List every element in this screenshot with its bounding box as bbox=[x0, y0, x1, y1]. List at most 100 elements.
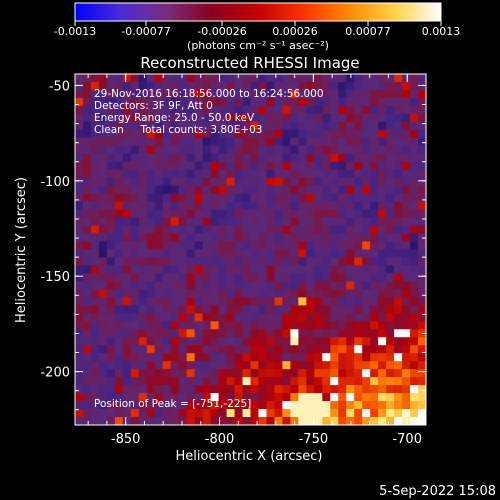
heatmap-cell bbox=[330, 345, 339, 354]
heatmap-cell bbox=[82, 353, 92, 362]
heatmap-cell bbox=[90, 153, 100, 163]
heatmap-cell bbox=[178, 137, 188, 147]
heatmap-cell bbox=[290, 225, 299, 234]
heatmap-cell bbox=[75, 225, 84, 234]
peak-position-label: Position of Peak = [-751,-225] bbox=[94, 398, 251, 410]
heatmap-cell bbox=[378, 313, 387, 322]
heatmap-cell bbox=[194, 145, 204, 155]
heatmap-cell bbox=[370, 185, 379, 195]
heatmap-cell bbox=[354, 137, 363, 147]
heatmap-cell bbox=[146, 129, 156, 139]
heatmap-cell bbox=[418, 161, 426, 171]
heatmap-cell bbox=[130, 313, 140, 322]
heatmap-cell bbox=[98, 257, 108, 266]
heatmap-cell bbox=[354, 81, 363, 91]
heatmap-cell bbox=[226, 129, 235, 139]
heatmap-cell bbox=[282, 401, 291, 410]
heatmap-cell bbox=[250, 409, 259, 418]
heatmap-cell bbox=[314, 225, 323, 234]
heatmap-cell bbox=[314, 409, 323, 418]
heatmap-cell bbox=[338, 305, 347, 314]
x-tick-label: -750 bbox=[299, 432, 329, 447]
heatmap-cell bbox=[330, 225, 339, 234]
heatmap-cell bbox=[186, 265, 196, 274]
heatmap-cell bbox=[322, 377, 331, 386]
heatmap-cell bbox=[75, 417, 84, 425]
heatmap-cell bbox=[274, 305, 283, 314]
heatmap-cell bbox=[386, 265, 395, 274]
heatmap-cell bbox=[146, 265, 156, 274]
heatmap-cell bbox=[242, 153, 251, 163]
heatmap-cell bbox=[386, 193, 395, 203]
heatmap-cell bbox=[322, 193, 331, 203]
heatmap-cell bbox=[346, 153, 355, 163]
heatmap-cell bbox=[138, 345, 148, 354]
heatmap-cell bbox=[274, 417, 283, 425]
heatmap-cell bbox=[290, 137, 299, 147]
heatmap-cell bbox=[338, 177, 347, 187]
heatmap-cell bbox=[354, 417, 363, 425]
heatmap-cell bbox=[394, 129, 403, 139]
heatmap-cell bbox=[346, 97, 355, 107]
heatmap-cell bbox=[410, 345, 419, 354]
heatmap-cell bbox=[346, 137, 355, 147]
heatmap-cell bbox=[338, 217, 347, 226]
heatmap-cell bbox=[114, 225, 124, 234]
heatmap-cell bbox=[402, 393, 411, 402]
heatmap-cell bbox=[354, 289, 363, 298]
heatmap-cell bbox=[186, 193, 196, 203]
detectors-label: Detectors: 3F 9F, Att 0 bbox=[94, 100, 213, 112]
heatmap-cell bbox=[194, 345, 204, 354]
heatmap-cell bbox=[306, 74, 315, 83]
heatmap-cell bbox=[370, 321, 379, 330]
heatmap-cell bbox=[402, 89, 411, 99]
heatmap-cell bbox=[130, 345, 140, 354]
heatmap-cell bbox=[98, 129, 108, 139]
heatmap-cell bbox=[138, 201, 148, 211]
heatmap-cell bbox=[75, 257, 84, 266]
heatmap-cell bbox=[210, 385, 219, 394]
heatmap-cell bbox=[130, 209, 140, 218]
heatmap-cell bbox=[370, 241, 379, 250]
heatmap-cell bbox=[338, 265, 347, 274]
heatmap-cell bbox=[186, 121, 196, 131]
heatmap-cell bbox=[250, 89, 259, 99]
heatmap-cell bbox=[122, 257, 132, 266]
heatmap-cell bbox=[290, 337, 299, 346]
heatmap-cell bbox=[138, 233, 148, 242]
heatmap-cell bbox=[226, 185, 235, 195]
heatmap-cell bbox=[298, 121, 307, 131]
heatmap-cell bbox=[82, 89, 92, 99]
heatmap-cell bbox=[218, 321, 227, 330]
heatmap-cell bbox=[138, 241, 148, 250]
heatmap-cell bbox=[106, 177, 116, 187]
heatmap-cell bbox=[354, 265, 363, 274]
heatmap-cell bbox=[130, 105, 140, 115]
heatmap-cell bbox=[106, 369, 116, 378]
heatmap-cell bbox=[306, 385, 315, 394]
heatmap-cell bbox=[330, 377, 339, 386]
heatmap-cell bbox=[242, 145, 251, 155]
heatmap-cell bbox=[90, 305, 100, 314]
heatmap-cell bbox=[250, 225, 259, 234]
heatmap-cell bbox=[314, 209, 323, 218]
heatmap-cell bbox=[186, 313, 196, 322]
heatmap-cell bbox=[250, 289, 259, 298]
heatmap-cell bbox=[98, 225, 108, 234]
heatmap-cell bbox=[170, 209, 180, 218]
heatmap-cell bbox=[82, 217, 92, 226]
heatmap-cell bbox=[98, 74, 108, 83]
heatmap-cell bbox=[298, 257, 307, 266]
heatmap-cell bbox=[162, 201, 172, 211]
heatmap-cell bbox=[378, 113, 387, 123]
heatmap-cell bbox=[162, 161, 172, 171]
heatmap-cell bbox=[122, 177, 132, 187]
heatmap-cell bbox=[146, 161, 156, 171]
heatmap-cell bbox=[98, 297, 108, 306]
heatmap-cell bbox=[138, 297, 148, 306]
heatmap-cell bbox=[410, 329, 419, 338]
heatmap-cell bbox=[218, 401, 227, 410]
heatmap-cell bbox=[234, 305, 243, 314]
heatmap-cell bbox=[258, 369, 267, 378]
heatmap-cell bbox=[90, 145, 100, 155]
